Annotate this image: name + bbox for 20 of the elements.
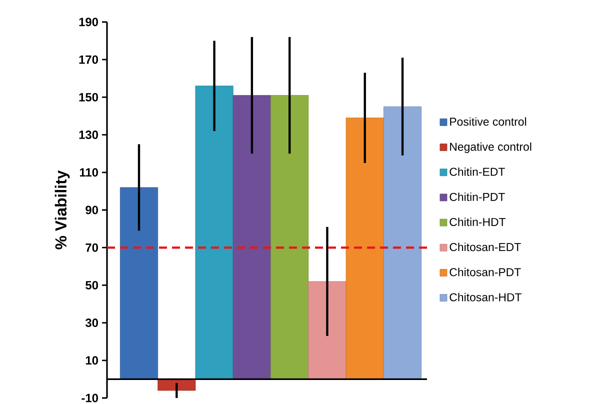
legend-label: Chitin-EDT bbox=[450, 167, 505, 176]
legend-label: Chitin-HDT bbox=[450, 218, 506, 226]
legend-label: Positive control bbox=[450, 117, 526, 126]
legend-label: Negative control bbox=[450, 142, 532, 154]
y-tick-label: 170 bbox=[79, 55, 98, 64]
y-axis-title: % Viability bbox=[54, 170, 70, 250]
y-tick-label: 130 bbox=[79, 130, 98, 140]
legend-label: Chitosan-EDT bbox=[450, 242, 521, 252]
legend-label: Chitosan-HDT bbox=[450, 292, 522, 302]
y-tick-label: 30 bbox=[85, 318, 98, 328]
y-tick-label: 10 bbox=[86, 356, 98, 365]
legend-label: Chitosan-PDT bbox=[450, 268, 521, 276]
y-tick-label: -10 bbox=[82, 394, 98, 402]
y-tick-label: 50 bbox=[86, 280, 98, 290]
legend-label: Chitin-PDT bbox=[450, 192, 505, 201]
y-tick-label: 190 bbox=[79, 18, 98, 26]
y-tick-label: 90 bbox=[86, 206, 98, 214]
y-tick-label: 150 bbox=[79, 92, 98, 102]
y-tick-label: 70 bbox=[86, 243, 98, 252]
y-tick-label: 110 bbox=[80, 168, 98, 177]
